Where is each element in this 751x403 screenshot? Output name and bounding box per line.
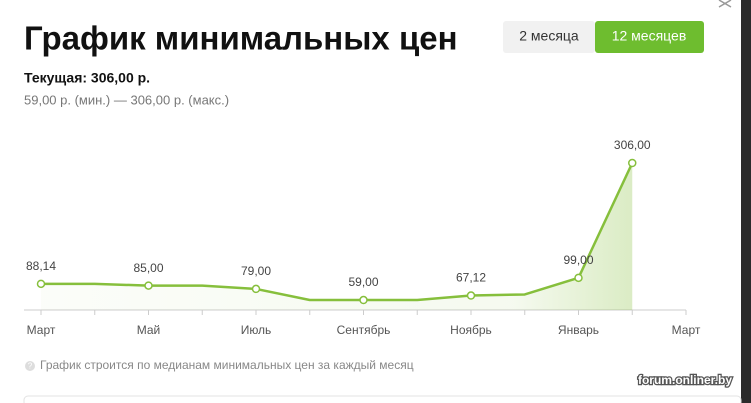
info-icon — [25, 361, 35, 371]
button-2m[interactable] — [503, 21, 595, 53]
x-tick-label: Январь — [558, 323, 599, 337]
point — [359, 295, 368, 305]
point — [466, 291, 476, 300]
x-tick-label: Ноябрь — [450, 323, 492, 337]
value-label: 306,00 — [614, 138, 651, 152]
button-2m-label[interactable]: 2 месяца — [519, 28, 579, 44]
value-label: 85,00 — [133, 261, 163, 275]
value-label: 67,12 — [456, 271, 486, 285]
close-icon[interactable] — [718, 0, 732, 8]
info-icon-mark: ? — [28, 362, 33, 371]
point — [144, 281, 153, 290]
note: График строится по медианам минимальных … — [40, 358, 414, 372]
x-tick-label: Июль — [241, 323, 272, 337]
x-tick-label: Сентябрь — [337, 323, 391, 337]
x-tick-label: Май — [137, 323, 161, 337]
side-strip — [741, 0, 751, 403]
point — [251, 284, 261, 294]
watermark: forum.onliner.by — [638, 373, 732, 387]
x-tick-label: Март — [27, 323, 56, 337]
point — [628, 158, 637, 168]
button-12m[interactable] — [595, 21, 704, 53]
current-price: Текущая: 306,00 р. — [24, 70, 150, 86]
title: График минимальных цен — [24, 20, 458, 57]
value-label: 79,00 — [241, 264, 271, 278]
value-label: 88,14 — [26, 259, 56, 273]
price-range: 59,00 р. (мин.) — 306,00 р. (макс.) — [24, 92, 229, 107]
next-panel — [23, 395, 742, 403]
button-12m-label[interactable]: 12 месяцев — [612, 28, 687, 44]
x-tick-label: Март — [672, 323, 701, 337]
value-label: 59,00 — [348, 275, 378, 289]
point — [574, 273, 583, 283]
point — [36, 279, 46, 289]
area — [41, 163, 633, 310]
price-line — [40, 162, 634, 302]
value-label: 99,00 — [563, 253, 593, 267]
